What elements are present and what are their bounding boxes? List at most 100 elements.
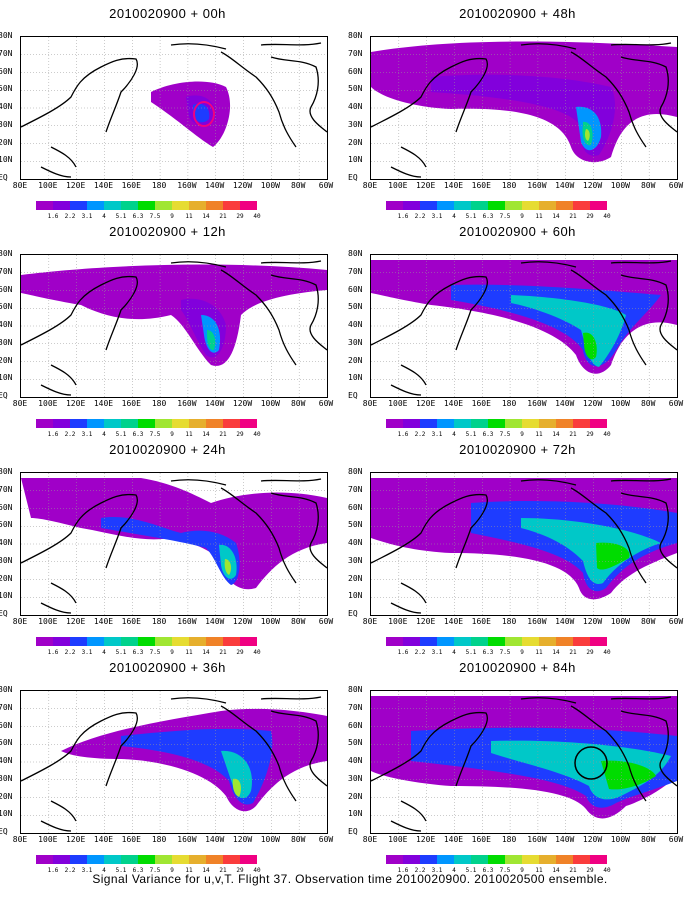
colorbar-swatch	[155, 201, 172, 210]
map-panel: 2010020900 + 72h 80N 70N 60N 50N 40N 30N 20N 10N…	[348, 442, 685, 657]
latitude-label: 30N	[348, 555, 363, 565]
longitude-label: 180	[151, 399, 167, 408]
variance-contour	[601, 760, 656, 790]
figure-caption: Signal Variance for u,v,T. Flight 37. Ob…	[92, 872, 608, 886]
colorbar-swatch	[172, 855, 189, 864]
colorbar-label: 2.2	[414, 867, 426, 874]
colorbar-swatch	[104, 201, 121, 210]
latitude-label: 80N	[0, 685, 13, 694]
coastline	[570, 487, 647, 584]
colorbar	[386, 201, 607, 210]
coastline	[520, 478, 672, 486]
longitude-label: 140W	[555, 399, 575, 408]
panel-title: 2010020900 + 00h	[109, 6, 226, 21]
longitude-label: 160E	[121, 617, 141, 626]
colorbar-swatch	[172, 201, 189, 210]
longitude-label: 160E	[471, 617, 491, 626]
map-svg	[21, 37, 327, 179]
colorbar-label: 14	[202, 431, 210, 438]
longitude-label: 100W	[610, 835, 630, 844]
longitude-label: 120W	[582, 617, 603, 626]
latitude-label: EQ	[348, 609, 358, 618]
colorbar-label: 21	[569, 649, 577, 656]
latitude-label: 40N	[348, 756, 363, 765]
colorbar-swatch	[488, 855, 505, 864]
longitude-label: 140W	[205, 617, 225, 626]
coastline	[371, 57, 488, 133]
latitude-label: 20N	[348, 137, 363, 147]
variance-contour	[207, 330, 216, 351]
coastline	[371, 493, 488, 569]
colorbar-swatch	[556, 201, 573, 210]
longitude-label: 80W	[640, 835, 656, 844]
longitude-label: 180	[501, 181, 517, 190]
colorbar-swatch	[590, 201, 607, 210]
longitude-label: 140E	[443, 181, 464, 190]
colorbar-swatch	[240, 201, 257, 210]
colorbar-label: 5.1	[115, 431, 127, 438]
colorbar-label: 3.1	[431, 649, 443, 656]
latitude-label: 70N	[348, 702, 363, 712]
colorbar-swatch	[155, 419, 172, 428]
colorbar-label: 29	[236, 649, 244, 656]
colorbar-swatch	[420, 201, 437, 210]
colorbar-swatch	[573, 855, 590, 864]
colorbar-label: 5.1	[465, 213, 477, 220]
latitude-label: 70N	[348, 266, 363, 276]
longitude-label: 100W	[610, 181, 630, 190]
latitude-label: 30N	[348, 337, 363, 347]
latitude-label: 60N	[0, 720, 13, 730]
panel-title: 2010020900 + 12h	[109, 224, 226, 239]
coastline	[570, 51, 647, 148]
latitude-label: EQ	[0, 609, 8, 618]
colorbar-swatch	[70, 419, 87, 428]
colorbar-swatch	[556, 419, 573, 428]
colorbar	[36, 419, 257, 428]
colorbar-label: 11	[185, 431, 193, 438]
latitude-label: EQ	[0, 173, 8, 182]
latitude-label: 70N	[348, 48, 363, 58]
latitude-label: 40N	[0, 320, 13, 329]
longitude-label: 120E	[415, 181, 436, 190]
colorbar-swatch	[36, 637, 53, 646]
colorbar-swatch	[420, 419, 437, 428]
colorbar-swatch	[573, 419, 590, 428]
longitude-label: 100E	[38, 181, 58, 190]
longitude-label: 100W	[610, 399, 630, 408]
coastline	[270, 56, 327, 133]
latitude-label: 80N	[0, 467, 13, 476]
variance-contour	[221, 750, 252, 799]
colorbar-label: 4	[452, 649, 456, 656]
flight-track-marker	[193, 101, 215, 127]
latitude-label: 50N	[0, 520, 13, 530]
map-panel: 2010020900 + 60h 80N 70N 60N 50N 40N 30N 20N 10N…	[348, 224, 685, 439]
colorbar-label: 14	[552, 649, 560, 656]
colorbar-swatch	[223, 855, 240, 864]
panel-title: 2010020900 + 36h	[109, 660, 226, 675]
latitude-label: 60N	[348, 66, 363, 76]
colorbar-swatch	[138, 201, 155, 210]
colorbar-label: 21	[569, 431, 577, 438]
map-svg	[21, 691, 327, 833]
longitude-label: 80E	[362, 835, 378, 844]
colorbar-label: 6.3	[482, 867, 494, 874]
colorbar-swatch	[403, 855, 420, 864]
latitude-label: EQ	[348, 173, 358, 182]
latitude-label: 50N	[348, 302, 363, 312]
latitude-label: 40N	[348, 320, 363, 329]
colorbar-swatch	[121, 201, 138, 210]
colorbar-swatch	[189, 855, 206, 864]
longitude-label: 60W	[318, 399, 334, 408]
colorbar-label: 6.3	[132, 213, 144, 220]
longitude-label: 120W	[232, 399, 253, 408]
colorbar-swatch	[522, 201, 539, 210]
map-svg	[21, 473, 327, 615]
colorbar-swatch	[53, 419, 70, 428]
colorbar-label: 3.1	[431, 867, 443, 874]
longitude-label: 160E	[471, 399, 491, 408]
latitude-label: 10N	[0, 809, 13, 819]
latitude-label: 50N	[348, 520, 363, 530]
colorbar-swatch	[172, 419, 189, 428]
longitude-label: 160W	[527, 835, 547, 844]
longitude-label: 160W	[177, 181, 197, 190]
